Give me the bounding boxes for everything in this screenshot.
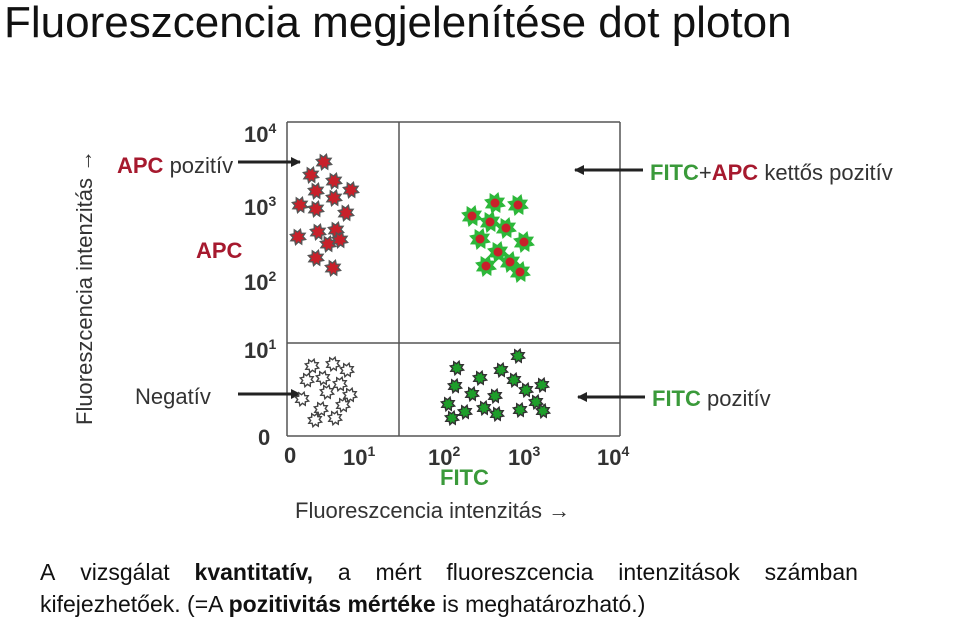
apc-positive-dot [309, 223, 327, 241]
y-tick-0: 0 [258, 425, 271, 450]
fitc-positive-bold: FITC [652, 386, 701, 411]
negative-dot [306, 411, 324, 429]
bottom-text: A vizsgálat kvantitatív, a mért fluoresz… [40, 556, 940, 620]
double-positive-apc: APC [711, 160, 759, 185]
negative-dot [312, 400, 330, 418]
negative-dot [314, 369, 332, 387]
x-axis-label: FITC [440, 465, 489, 490]
x-tick-10e3: 103 [508, 443, 541, 470]
x-tick-10e4: 104 [597, 443, 630, 470]
double-positive-dot-core [505, 257, 515, 267]
dot-clusters [289, 153, 552, 429]
fitc-positive-dot [446, 377, 464, 395]
negative-dot [334, 396, 352, 414]
fitc-positive-dot [443, 409, 461, 427]
apc-positive-dot [331, 231, 349, 249]
y-axis-label: APC [196, 238, 243, 263]
apc-positive-dot [325, 172, 343, 190]
apc-positive-dot [307, 249, 325, 267]
double-positive-dot-core [501, 223, 511, 233]
bottom-line-1: A vizsgálat kvantitatív, a mért fluoresz… [40, 559, 858, 585]
negative-dot [303, 357, 321, 375]
apc-positive-dot [324, 259, 342, 277]
fitc-positive-dot [509, 347, 527, 365]
x-axis-title: Fluoreszcencia intenzitás → [295, 498, 571, 523]
fitc-positive-dot [505, 371, 523, 389]
x-tick-0: 0 [284, 443, 297, 468]
double-positive-dot-core [519, 237, 529, 247]
apc-positive-dot [325, 189, 343, 207]
fitc-positive-dot [511, 401, 529, 419]
y-tick-10e2: 102 [244, 268, 277, 295]
page-title: Fluoreszcencia megjelenítése dot ploton [4, 0, 792, 47]
negative-label: Negatív [135, 384, 211, 409]
fitc-positive-dot [471, 369, 489, 387]
apc-positive-dot [337, 204, 355, 222]
fitc-positive-dot [534, 402, 552, 420]
double-positive-dot-core [475, 234, 485, 244]
fitc-positive-dot [492, 361, 510, 379]
fitc-positive-dot [463, 385, 481, 403]
fitc-positive-label: FITC pozitív [652, 386, 771, 412]
double-positive-dot-core [485, 217, 495, 227]
fitc-positive-dot [475, 399, 493, 417]
apc-positive-rest: pozitív [163, 153, 234, 178]
apc-positive-dot [342, 181, 360, 199]
apc-positive-dot [319, 235, 337, 253]
negative-dot [341, 386, 359, 404]
fitc-positive-dot [488, 405, 506, 423]
fitc-positive-dot [533, 376, 551, 394]
negative-dot [338, 361, 356, 379]
apc-positive-label: APC pozitív [117, 153, 233, 179]
double-positive-label: FITC+APC kettős pozitív [650, 160, 893, 186]
double-positive-dot-core [490, 198, 500, 208]
apc-positive-dot [307, 182, 325, 200]
apc-positive-dot [315, 153, 333, 171]
double-positive-fitc: FITC [650, 160, 699, 185]
double-positive-dot-core [493, 247, 503, 257]
double-positive-rest: kettős pozitív [758, 160, 893, 185]
negative-dot [298, 371, 316, 389]
double-positive-dot-core [515, 267, 525, 277]
y-tick-10e3: 103 [244, 193, 277, 220]
y-tick-10e1: 101 [244, 336, 277, 363]
bottom-line-2: kifejezhetőek. (=A pozitivitás mértéke i… [40, 591, 646, 617]
fitc-positive-dot [486, 387, 504, 405]
fitc-positive-dot [439, 395, 457, 413]
negative-dot [293, 390, 311, 408]
fitc-positive-dot [448, 359, 466, 377]
x-tick-10e1: 101 [343, 443, 376, 470]
double-positive-plus: + [698, 160, 712, 185]
double-positive-dot-core [513, 200, 523, 210]
apc-positive-bold: APC [117, 153, 164, 178]
negative-dot [324, 355, 342, 373]
fitc-positive-dot [527, 393, 545, 411]
negative-dot [326, 409, 344, 427]
x-tick-10e2: 102 [428, 443, 461, 470]
y-tick-10e4: 104 [244, 120, 277, 147]
apc-positive-dot [307, 200, 325, 218]
double-positive-dot-core [467, 211, 477, 221]
apc-positive-dot [302, 166, 320, 184]
fitc-positive-dot [517, 381, 535, 399]
negative-dot [331, 375, 349, 393]
double-positive-dot-core [481, 261, 491, 271]
apc-positive-dot [291, 196, 309, 214]
negative-dot [318, 383, 336, 401]
fitc-positive-rest: pozitív [700, 386, 771, 411]
apc-positive-dot [289, 228, 307, 246]
fitc-positive-dot [456, 403, 474, 421]
